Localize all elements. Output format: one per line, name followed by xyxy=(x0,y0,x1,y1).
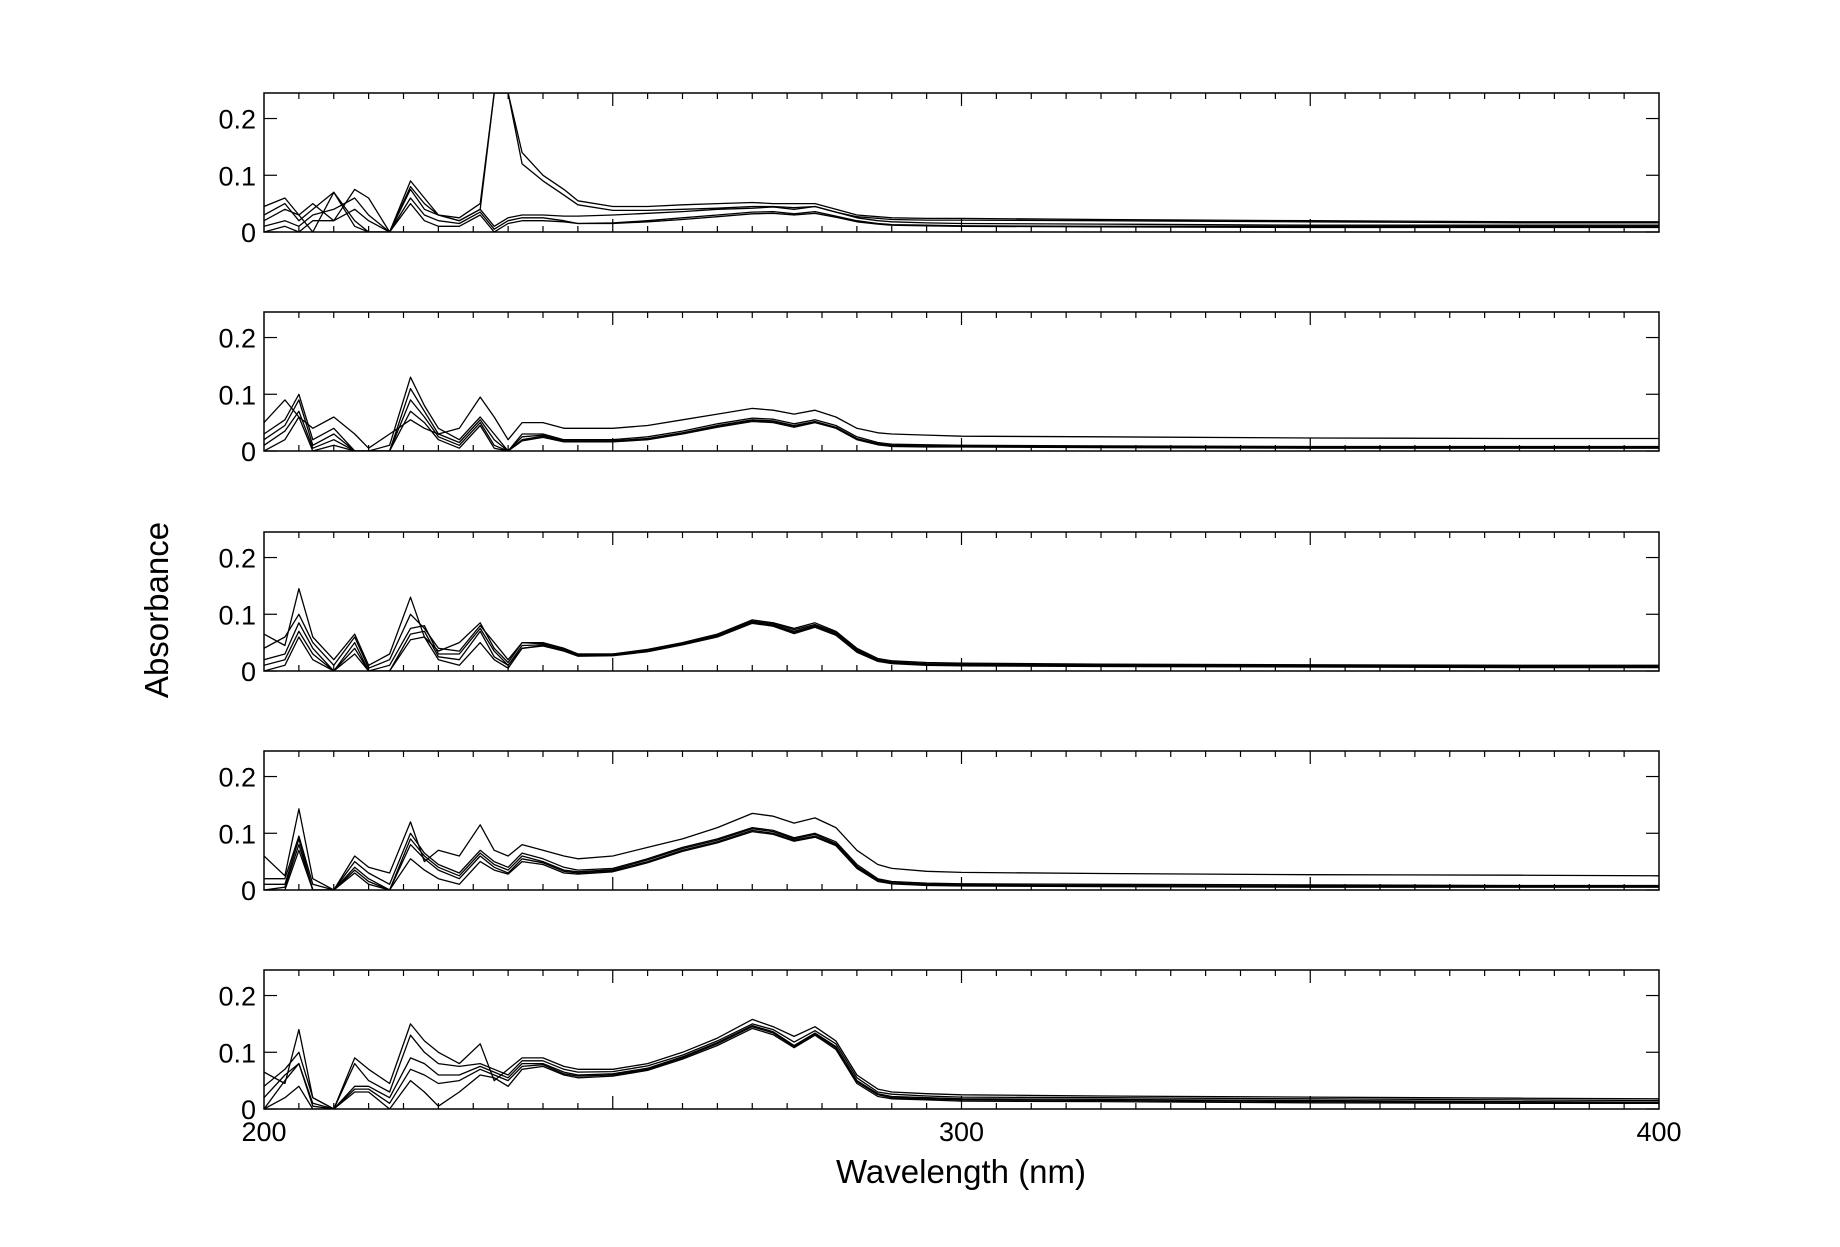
spectrum-line xyxy=(264,826,1659,890)
spectrum-line xyxy=(264,1023,1659,1109)
spectrum-line xyxy=(264,202,1659,232)
x-axis-label: Wavelength (nm) xyxy=(835,1153,1087,1190)
spectrum-line xyxy=(264,588,1659,666)
spectrum-line xyxy=(264,93,1659,232)
x-tick-label: 200 xyxy=(241,1117,286,1147)
y-tick-label: 0 xyxy=(241,437,256,467)
y-tick-label: 0 xyxy=(241,657,256,687)
y-tick-label: 0.2 xyxy=(218,763,256,793)
spectrum-line xyxy=(264,188,1659,232)
x-tick-label: 300 xyxy=(939,1117,984,1147)
panel-3: 0 0.1 0.2 xyxy=(218,531,1660,687)
y-axis-label: Absorbance xyxy=(138,521,175,699)
y-tick-label: 0.1 xyxy=(218,1038,256,1068)
spectrum-line xyxy=(264,93,1659,232)
traces xyxy=(264,93,1659,232)
panel-1: 0 0.1 0.2 xyxy=(218,92,1660,248)
spectrum-line xyxy=(264,1018,1659,1109)
spectrum-line xyxy=(264,1026,1659,1109)
spectrum-line xyxy=(264,808,1659,890)
spectrum-line xyxy=(264,1024,1659,1109)
y-tick-label: 0.2 xyxy=(218,544,256,574)
y-tick-label: 0.2 xyxy=(218,324,256,354)
y-tick-label: 0.1 xyxy=(218,380,256,410)
y-tick-label: 0.1 xyxy=(218,161,256,191)
panel-4: 0 0.1 0.2 xyxy=(218,750,1660,906)
axes-box xyxy=(263,969,1660,1110)
spectrum-line xyxy=(264,1027,1659,1109)
y-tick-label: 0.2 xyxy=(218,105,256,135)
y-tick-label: 0.2 xyxy=(218,982,256,1012)
y-tick-label: 0.1 xyxy=(218,600,256,630)
spectrum-line xyxy=(264,376,1659,451)
panel-5: 0 0.1 0.2 200 300 400 xyxy=(218,969,1682,1147)
panel-2: 0 0.1 0.2 xyxy=(218,311,1660,467)
traces xyxy=(264,1018,1659,1109)
axes-box xyxy=(263,92,1660,233)
x-tick-label: 400 xyxy=(1636,1117,1681,1147)
y-tick-label: 0 xyxy=(241,876,256,906)
y-tick-label: 0.1 xyxy=(218,819,256,849)
y-tick-label: 0 xyxy=(241,1095,256,1125)
spectrum-line xyxy=(264,622,1659,671)
y-tick-label: 0 xyxy=(241,218,256,248)
